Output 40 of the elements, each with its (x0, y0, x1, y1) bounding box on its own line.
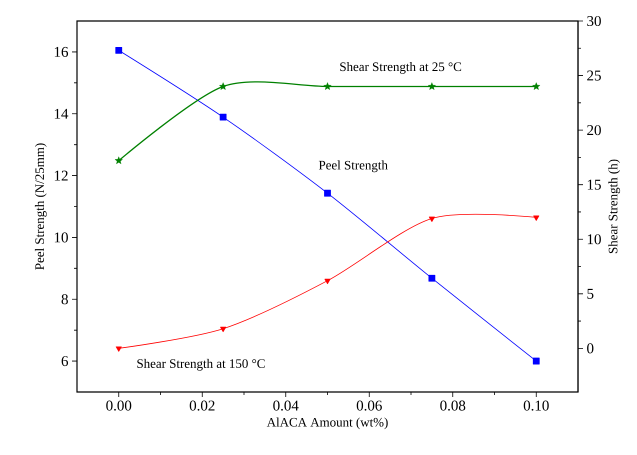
y-tick-label: 8 (62, 294, 68, 304)
series-label: Shear Strength at 150 °C (137, 358, 265, 371)
y2-tick-label: 0 (587, 343, 594, 354)
y2-tick-label: 15 (588, 180, 601, 190)
point (532, 82, 540, 90)
point (324, 190, 331, 197)
y2-tick-label: 30 (587, 16, 601, 26)
x-tick-label: 0.10 (524, 400, 549, 411)
y-tick-label: 16 (54, 46, 68, 57)
x-tick-label: 0.04 (273, 400, 299, 411)
point (428, 82, 436, 90)
point (220, 114, 227, 121)
point (428, 216, 435, 222)
point (428, 274, 436, 282)
x-tick-label: 0.02 (190, 400, 214, 411)
y2-axis-title: Shear Strength (h) (608, 160, 620, 254)
point (116, 346, 122, 352)
x-tick-label: 0.00 (106, 400, 132, 411)
x-tick-label: 0.08 (440, 400, 466, 411)
y2-tick-label: 20 (587, 125, 601, 136)
y-tick-label: 10 (54, 232, 68, 242)
y-tick-label: 6 (62, 356, 68, 366)
point (324, 82, 332, 90)
point (532, 358, 540, 364)
point (115, 46, 122, 54)
y2-tick-label: 25 (587, 70, 601, 81)
y2-tick-label: 10 (588, 234, 601, 244)
point (324, 278, 330, 284)
point (533, 216, 540, 221)
point (219, 82, 228, 90)
series-label: Peel Strength (318, 160, 388, 172)
y-axis-title: Peel Strength (N/25mm) (34, 143, 47, 270)
point (114, 156, 123, 164)
x-tick-label: 0.06 (356, 400, 382, 411)
y-tick-label: 12 (54, 170, 68, 181)
y-tick-label: 14 (54, 108, 68, 119)
point (220, 326, 226, 332)
series-label: Shear Strength at 25 °C (340, 62, 462, 74)
x-axis-title: AlACA Amount (wt%) (266, 418, 388, 430)
y2-tick-label: 5 (587, 288, 594, 299)
